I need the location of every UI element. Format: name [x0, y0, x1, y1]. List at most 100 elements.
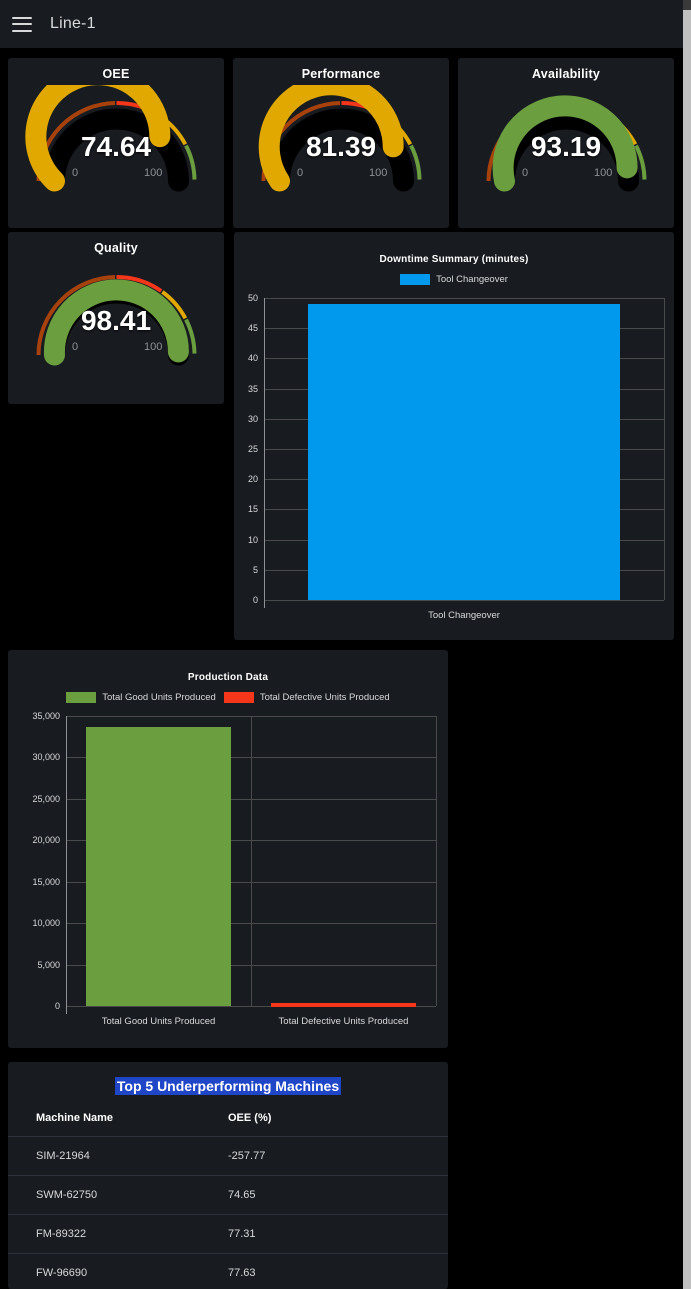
underperforming-machines-table: Machine Name OEE (%) SIM-21964 -257.77 SWM… — [8, 1108, 448, 1289]
gauge-threshold-arc — [115, 275, 162, 293]
hamburger-menu-icon[interactable] — [12, 16, 32, 32]
legend-item[interactable]: Total Defective Units Produced — [223, 692, 390, 703]
gauge-value-text: 74.64 — [80, 131, 152, 162]
gauge-title: Quality — [94, 241, 138, 255]
gauge-max-label: 100 — [369, 167, 388, 179]
cell-oee: 74.65 — [228, 1175, 448, 1215]
y-axis-tick-label: 5 — [252, 564, 258, 575]
gauge-value-arc — [492, 95, 638, 192]
gauge: 81.39 0 100 — [233, 85, 449, 195]
downtime-bar-chart: 0 5 10 15 20 25 30 35 40 45 50 Tool Changeover — [234, 288, 674, 640]
gauge-title: Performance — [301, 67, 381, 81]
gridline — [264, 298, 664, 299]
table-row[interactable]: FM-89322 77.31 — [8, 1214, 448, 1254]
table-row[interactable]: FW-96690 77.63 — [8, 1253, 448, 1289]
bar[interactable] — [86, 726, 231, 1006]
table-row[interactable]: SIM-21964 -257.77 — [8, 1136, 448, 1176]
cell-machine-name: FW-96690 — [8, 1253, 228, 1289]
legend-item[interactable]: Total Good Units Produced — [66, 692, 216, 703]
downtime-legend: Tool Changeover — [234, 274, 674, 285]
panel-production-data[interactable]: Production Data Total Good Units Produce… — [8, 650, 448, 1048]
cell-machine-name: FM-89322 — [8, 1214, 228, 1254]
y-axis-tick-label: 15,000 — [32, 876, 60, 887]
x-axis-tick-label: Tool Changeover — [428, 610, 500, 621]
gauge-value-text: 93.19 — [530, 131, 602, 162]
production-legend: Total Good Units Produced Total Defectiv… — [8, 692, 448, 703]
gauge-threshold-arc — [408, 144, 421, 180]
gauge-threshold-arc — [160, 290, 187, 320]
cell-oee: 77.63 — [228, 1253, 448, 1289]
legend-label: Tool Changeover — [436, 274, 508, 285]
panel-availability[interactable]: Availability 93.19 0 100 — [458, 58, 674, 228]
column-header-machine-name[interactable]: Machine Name — [36, 1112, 114, 1124]
legend-swatch-defective-units — [223, 692, 254, 703]
gauge-max-label: 100 — [144, 167, 163, 179]
vertical-scrollbar[interactable] — [683, 0, 691, 1289]
y-axis-tick-label: 30,000 — [32, 752, 60, 763]
plot-right-border — [664, 298, 665, 600]
column-header-oee[interactable]: OEE (%) — [228, 1112, 272, 1124]
panel-oee[interactable]: OEE 74.64 0 100 — [8, 58, 224, 228]
y-axis-line — [264, 298, 265, 608]
cell-machine-name: SIM-21964 — [8, 1136, 228, 1176]
gauge: 74.64 0 100 — [8, 85, 224, 195]
category-divider — [251, 716, 252, 1006]
scroll-up-arrow-icon[interactable] — [683, 0, 691, 10]
downtime-chart-title: Downtime Summary (minutes) — [379, 254, 529, 265]
gauge-value-arc — [24, 85, 170, 192]
gridline — [66, 1006, 436, 1007]
y-axis-tick-label: 10,000 — [32, 918, 60, 929]
legend-item[interactable]: Tool Changeover — [400, 274, 508, 285]
panel-downtime-summary[interactable]: Downtime Summary (minutes) Tool Changeov… — [234, 232, 674, 640]
gauge-min-label: 0 — [297, 167, 304, 179]
bar[interactable] — [271, 1002, 416, 1007]
gauge-min-label: 0 — [522, 167, 529, 179]
y-axis-tick-label: 0 — [54, 1001, 60, 1011]
legend-swatch-tool-changeover — [400, 274, 431, 285]
gauge-min-label: 0 — [72, 341, 79, 353]
gauge-threshold-arc — [633, 144, 646, 180]
bar[interactable] — [308, 304, 620, 600]
x-axis-tick-label: Total Good Units Produced — [101, 1016, 216, 1027]
y-axis-tick-label: 40 — [247, 353, 258, 364]
gauge-title: Availability — [532, 67, 600, 81]
cell-machine-name: SWM-62750 — [8, 1175, 228, 1215]
gauge: 98.41 0 100 — [8, 259, 224, 369]
y-axis-tick-label: 45 — [247, 323, 258, 334]
gauge-value-arc — [258, 85, 404, 192]
y-axis-tick-label: 10 — [247, 534, 258, 545]
y-axis-tick-label: 25,000 — [32, 793, 60, 804]
table-title-text: Top 5 Underperforming Machines — [114, 1077, 342, 1095]
top-navigation-bar: Line-1 — [0, 0, 683, 48]
y-axis-tick-label: 35,000 — [32, 711, 60, 721]
panel-performance[interactable]: Performance 81.39 0 100 — [233, 58, 449, 228]
gauge-value-text: 98.41 — [80, 305, 152, 336]
gauge: 93.19 0 100 — [458, 85, 674, 195]
gauge-max-label: 100 — [594, 167, 613, 179]
table-header-row: Machine Name OEE (%) — [8, 1108, 448, 1137]
y-axis-tick-label: 20 — [247, 474, 258, 485]
gauge-threshold-arc — [183, 318, 196, 354]
y-axis-tick-label: 15 — [247, 504, 258, 515]
cell-oee: 77.31 — [228, 1214, 448, 1254]
x-axis-tick-label: Total Defective Units Produced — [278, 1016, 409, 1027]
legend-label: Total Good Units Produced — [102, 692, 216, 703]
gauge-threshold-arc — [183, 144, 196, 180]
table-row[interactable]: SWM-62750 74.65 — [8, 1175, 448, 1215]
y-axis-tick-label: 30 — [247, 413, 258, 424]
gauge-title: OEE — [102, 67, 130, 81]
gauge-max-label: 100 — [144, 341, 163, 353]
gauge-value-arc — [43, 279, 189, 366]
panel-quality[interactable]: Quality 98.41 0 100 — [8, 232, 224, 404]
y-axis-tick-label: 50 — [247, 293, 258, 303]
cell-oee: -257.77 — [228, 1136, 448, 1176]
y-axis-line — [66, 716, 67, 1014]
y-axis-tick-label: 0 — [252, 595, 258, 605]
legend-label: Total Defective Units Produced — [259, 692, 390, 703]
panel-top-underperforming-machines[interactable]: Top 5 Underperforming Machines Machine N… — [8, 1062, 448, 1289]
plot-right-border — [436, 716, 437, 1006]
production-chart-title: Production Data — [187, 672, 269, 683]
legend-swatch-good-units — [66, 692, 97, 703]
y-axis-tick-label: 25 — [247, 444, 258, 454]
